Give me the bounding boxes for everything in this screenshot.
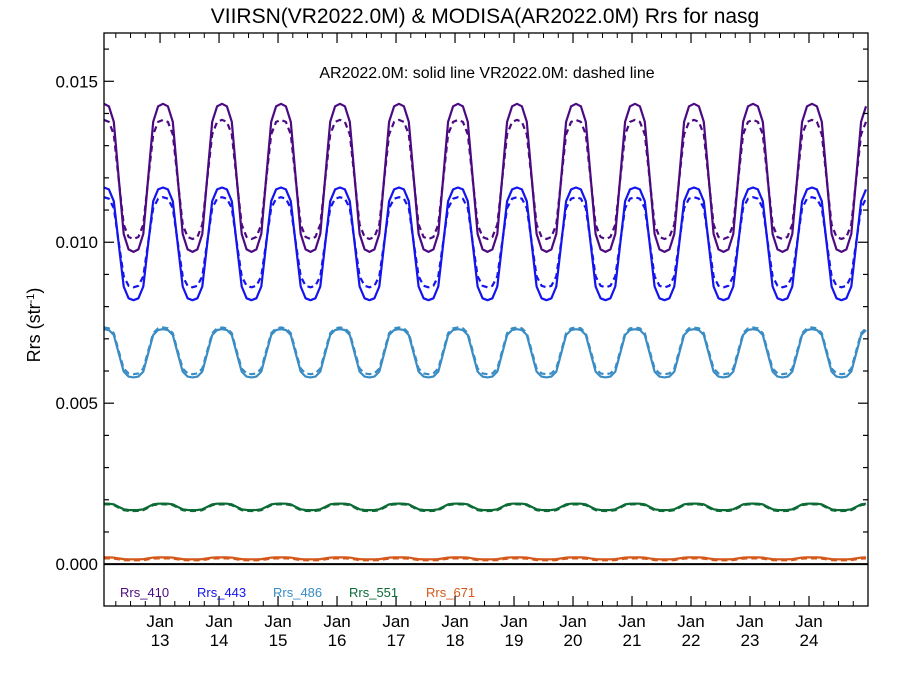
legend-entry-rrs-671: Rrs_671: [426, 585, 475, 600]
legend-entry-rrs-486: Rrs_486: [273, 585, 322, 600]
y-tick-label: 0.000: [55, 555, 98, 574]
y-axis-label-superscript: -1: [25, 294, 37, 304]
x-tick-label-month: Jan: [264, 612, 291, 631]
series-line-rrs-443-dashed: [104, 196, 867, 289]
legend: Rrs_410 Rrs_443 Rrs_486 Rrs_551 Rrs_671: [120, 585, 475, 600]
x-tick-label-month: Jan: [736, 612, 763, 631]
x-tick-label-year: 19: [505, 631, 524, 650]
x-tick-label-year: 16: [328, 631, 347, 650]
y-tick-label: 0.015: [55, 72, 98, 91]
legend-entry-rrs-410: Rrs_410: [120, 585, 169, 600]
y-axis-label-text: Rrs (str: [24, 303, 44, 362]
series-line-rrs-551-dashed: [104, 503, 867, 513]
y-tick-label: 0.010: [55, 233, 98, 252]
x-tick-label-month: Jan: [677, 612, 704, 631]
x-tick-label-month: Jan: [441, 612, 468, 631]
x-tick-label-month: Jan: [323, 612, 350, 631]
x-tick-label-year: 13: [151, 631, 170, 650]
x-tick-label-year: 18: [446, 631, 465, 650]
line-style-annotation: AR2022.0M: solid line VR2022.0M: dashed …: [319, 65, 654, 82]
series-line-rrs-410-solid: [104, 102, 868, 253]
series-line-rrs-551-solid: [104, 502, 867, 512]
x-tick-label-year: 15: [269, 631, 288, 650]
x-tick-label-year: 20: [564, 631, 583, 650]
x-tick-label-year: 22: [682, 631, 701, 650]
plot-area: [104, 102, 868, 566]
x-tick-label-month: Jan: [795, 612, 822, 631]
x-tick-label-year: 21: [623, 631, 642, 650]
series-line-rrs-410-dashed: [104, 118, 868, 241]
chart-title: VIIRSN(VR2022.0M) & MODISA(AR2022.0M) Rr…: [211, 5, 760, 28]
x-tick-label-month: Jan: [559, 612, 586, 631]
y-axis-label: Rrs (str-1): [24, 288, 44, 363]
series-line-rrs-443-solid: [104, 186, 868, 302]
x-tick-label-year: 23: [741, 631, 760, 650]
y-tick-label: 0.005: [55, 394, 98, 413]
x-tick-label-month: Jan: [618, 612, 645, 631]
plot-frame: [103, 32, 869, 607]
y-axis-label-close: ): [24, 288, 44, 294]
axes: 0.0000.0050.0100.015Jan13Jan14Jan15Jan16…: [55, 32, 869, 650]
series-line-rrs-671-dashed: [104, 557, 867, 562]
series-line-rrs-486-dashed: [104, 326, 867, 376]
legend-entry-rrs-443: Rrs_443: [197, 585, 246, 600]
x-tick-label-year: 14: [210, 631, 229, 650]
legend-entry-rrs-551: Rrs_551: [349, 585, 398, 600]
x-tick-label-month: Jan: [146, 612, 173, 631]
x-tick-label-month: Jan: [382, 612, 409, 631]
x-tick-label-month: Jan: [500, 612, 527, 631]
x-tick-label-month: Jan: [205, 612, 232, 631]
x-tick-label-year: 24: [800, 631, 819, 650]
series-line-rrs-486-solid: [104, 328, 867, 379]
x-tick-label-year: 17: [387, 631, 406, 650]
